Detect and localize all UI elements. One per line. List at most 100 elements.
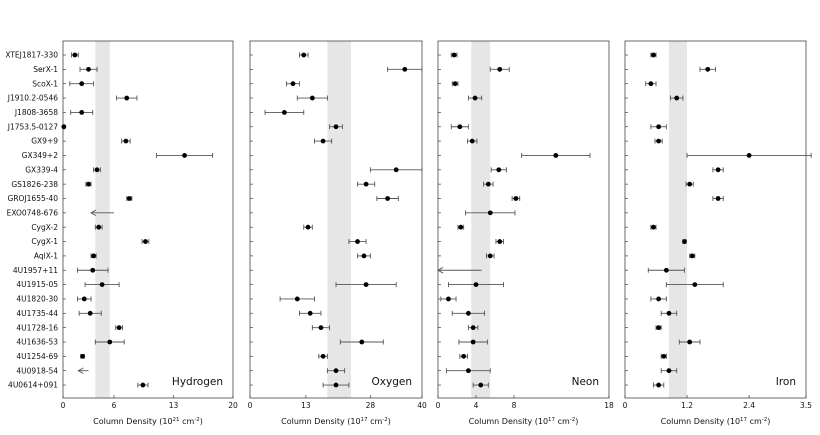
- hydrogen-upper-limit-arrow: [90, 209, 97, 217]
- hydrogen-data-point: [143, 239, 148, 244]
- oxygen-data-point: [290, 81, 296, 87]
- hydrogen-xtick-label: 13: [169, 401, 179, 410]
- neon-data-point: [457, 124, 463, 130]
- xlabel-exponent: 17: [361, 417, 368, 423]
- neon-data-point: [497, 239, 503, 244]
- neon-data-point: [497, 66, 503, 72]
- oxygen-data-point: [305, 224, 311, 230]
- hydrogen-data-point: [72, 52, 78, 58]
- hydrogen-data-point: [126, 196, 132, 201]
- neon-data-point: [470, 325, 476, 331]
- source-label-13: CygX-1: [31, 237, 58, 246]
- oxygen-xtick-label: 40: [417, 401, 427, 410]
- xlabel-text: cm: [747, 417, 762, 426]
- iron-xtick-label: 1.2: [681, 401, 693, 410]
- iron-data-point: [656, 138, 662, 144]
- source-label-6: GX9+9: [31, 137, 58, 146]
- iron-panel-title: Iron: [776, 376, 796, 388]
- hydrogen-data-point: [124, 95, 130, 101]
- xlabel-text: ): [767, 417, 770, 426]
- xlabel-exponent: -2: [570, 417, 575, 423]
- oxygen-data-point: [320, 353, 326, 359]
- hydrogen-xtick-label: 20: [228, 401, 238, 410]
- hydrogen-data-point: [182, 153, 187, 158]
- iron-data-point: [715, 196, 721, 201]
- source-label-12: CygX-2: [31, 223, 58, 232]
- source-label-5: J1753.5-0127: [7, 122, 58, 131]
- iron-xtick-label: 3.5: [800, 401, 812, 410]
- neon-data-point: [451, 52, 457, 58]
- source-label-18: 4U1735-44: [16, 309, 58, 318]
- xlabel-text: Column Density (10: [469, 417, 548, 426]
- neon-data-point: [469, 138, 475, 144]
- oxygen-data-point: [402, 66, 408, 72]
- iron-data-point: [661, 353, 667, 359]
- iron-xlabel: Column Density (1017 cm-2): [661, 417, 771, 426]
- oxygen-xtick-label: 13: [301, 401, 311, 410]
- neon-data-point: [496, 167, 502, 173]
- iron-frame: [624, 40, 807, 399]
- neon-xtick-label: 0: [436, 401, 441, 410]
- oxygen-xlabel: Column Density (1017 cm-2): [281, 417, 391, 426]
- xlabel-text: cm: [368, 417, 383, 426]
- iron-data-point: [656, 124, 662, 130]
- hydrogen-data-point: [79, 81, 85, 87]
- source-label-17: 4U1820-30: [16, 295, 58, 304]
- source-label-1: SerX-1: [33, 65, 58, 74]
- hydrogen-data-point: [123, 138, 129, 144]
- oxygen-data-point: [361, 253, 367, 259]
- iron-data-point: [715, 167, 721, 173]
- iron-data-point: [692, 282, 698, 287]
- source-label-15: 4U1957+11: [13, 266, 58, 275]
- neon-data-point: [513, 196, 519, 201]
- hydrogen-data-point: [86, 66, 91, 72]
- neon-xtick-label: 4: [474, 401, 479, 410]
- hydrogen-xtick-label: 6: [112, 401, 117, 410]
- hydrogen-data-point: [79, 110, 85, 115]
- xlabel-text: ): [200, 417, 203, 426]
- neon-data-point: [487, 253, 493, 259]
- source-label-4: J1808-3658: [14, 108, 58, 117]
- xlabel-text: ): [388, 417, 391, 426]
- source-label-16: 4U1915-05: [16, 280, 58, 289]
- iron-data-point: [687, 181, 693, 187]
- hydrogen-frame: [62, 40, 234, 399]
- iron-data-point: [651, 224, 656, 230]
- hydrogen-upper-limit-arrow: [77, 367, 84, 374]
- neon-data-point: [473, 282, 479, 287]
- neon-data-point: [461, 353, 467, 359]
- iron-data-point: [674, 95, 680, 101]
- hydrogen-panel-title: Hydrogen: [172, 376, 223, 388]
- source-label-22: 4U0918-54: [16, 366, 58, 375]
- iron-data-point: [666, 310, 672, 316]
- source-label-8: GX339-4: [25, 165, 58, 174]
- oxygen-xtick-label: 28: [366, 401, 376, 410]
- oxygen-data-point: [393, 167, 399, 173]
- hydrogen-data-point: [116, 325, 122, 331]
- hydrogen-data-point: [96, 224, 102, 230]
- neon-data-point: [466, 310, 471, 316]
- oxygen-frame: [249, 40, 423, 399]
- iron-data-point: [656, 382, 662, 388]
- iron-data-point: [705, 66, 711, 72]
- hydrogen-data-point: [61, 124, 67, 130]
- oxygen-data-point: [301, 52, 307, 58]
- hydrogen-band: [95, 41, 110, 398]
- neon-xlabel: Column Density (1017 cm-2): [469, 417, 579, 426]
- source-label-2: ScoX-1: [32, 79, 58, 88]
- hydrogen-data-point: [87, 310, 93, 316]
- source-label-11: EXO0748-676: [7, 208, 59, 217]
- oxygen-data-point: [320, 138, 326, 144]
- xlabel-text: ): [575, 417, 578, 426]
- neon-panel-title: Neon: [572, 376, 599, 388]
- hydrogen-xlabel: Column Density (1021 cm-2): [93, 417, 203, 426]
- iron-band: [668, 41, 688, 398]
- neon-upper-limit-arrow: [437, 267, 444, 274]
- hydrogen-data-point: [94, 167, 100, 173]
- source-label-0: XTEJ1817-330: [5, 51, 58, 60]
- hydrogen-data-point: [140, 382, 146, 388]
- iron-xtick-label: 0: [623, 401, 628, 410]
- xlabel-exponent: 17: [740, 417, 747, 423]
- oxygen-panel-title: Oxygen: [372, 376, 412, 388]
